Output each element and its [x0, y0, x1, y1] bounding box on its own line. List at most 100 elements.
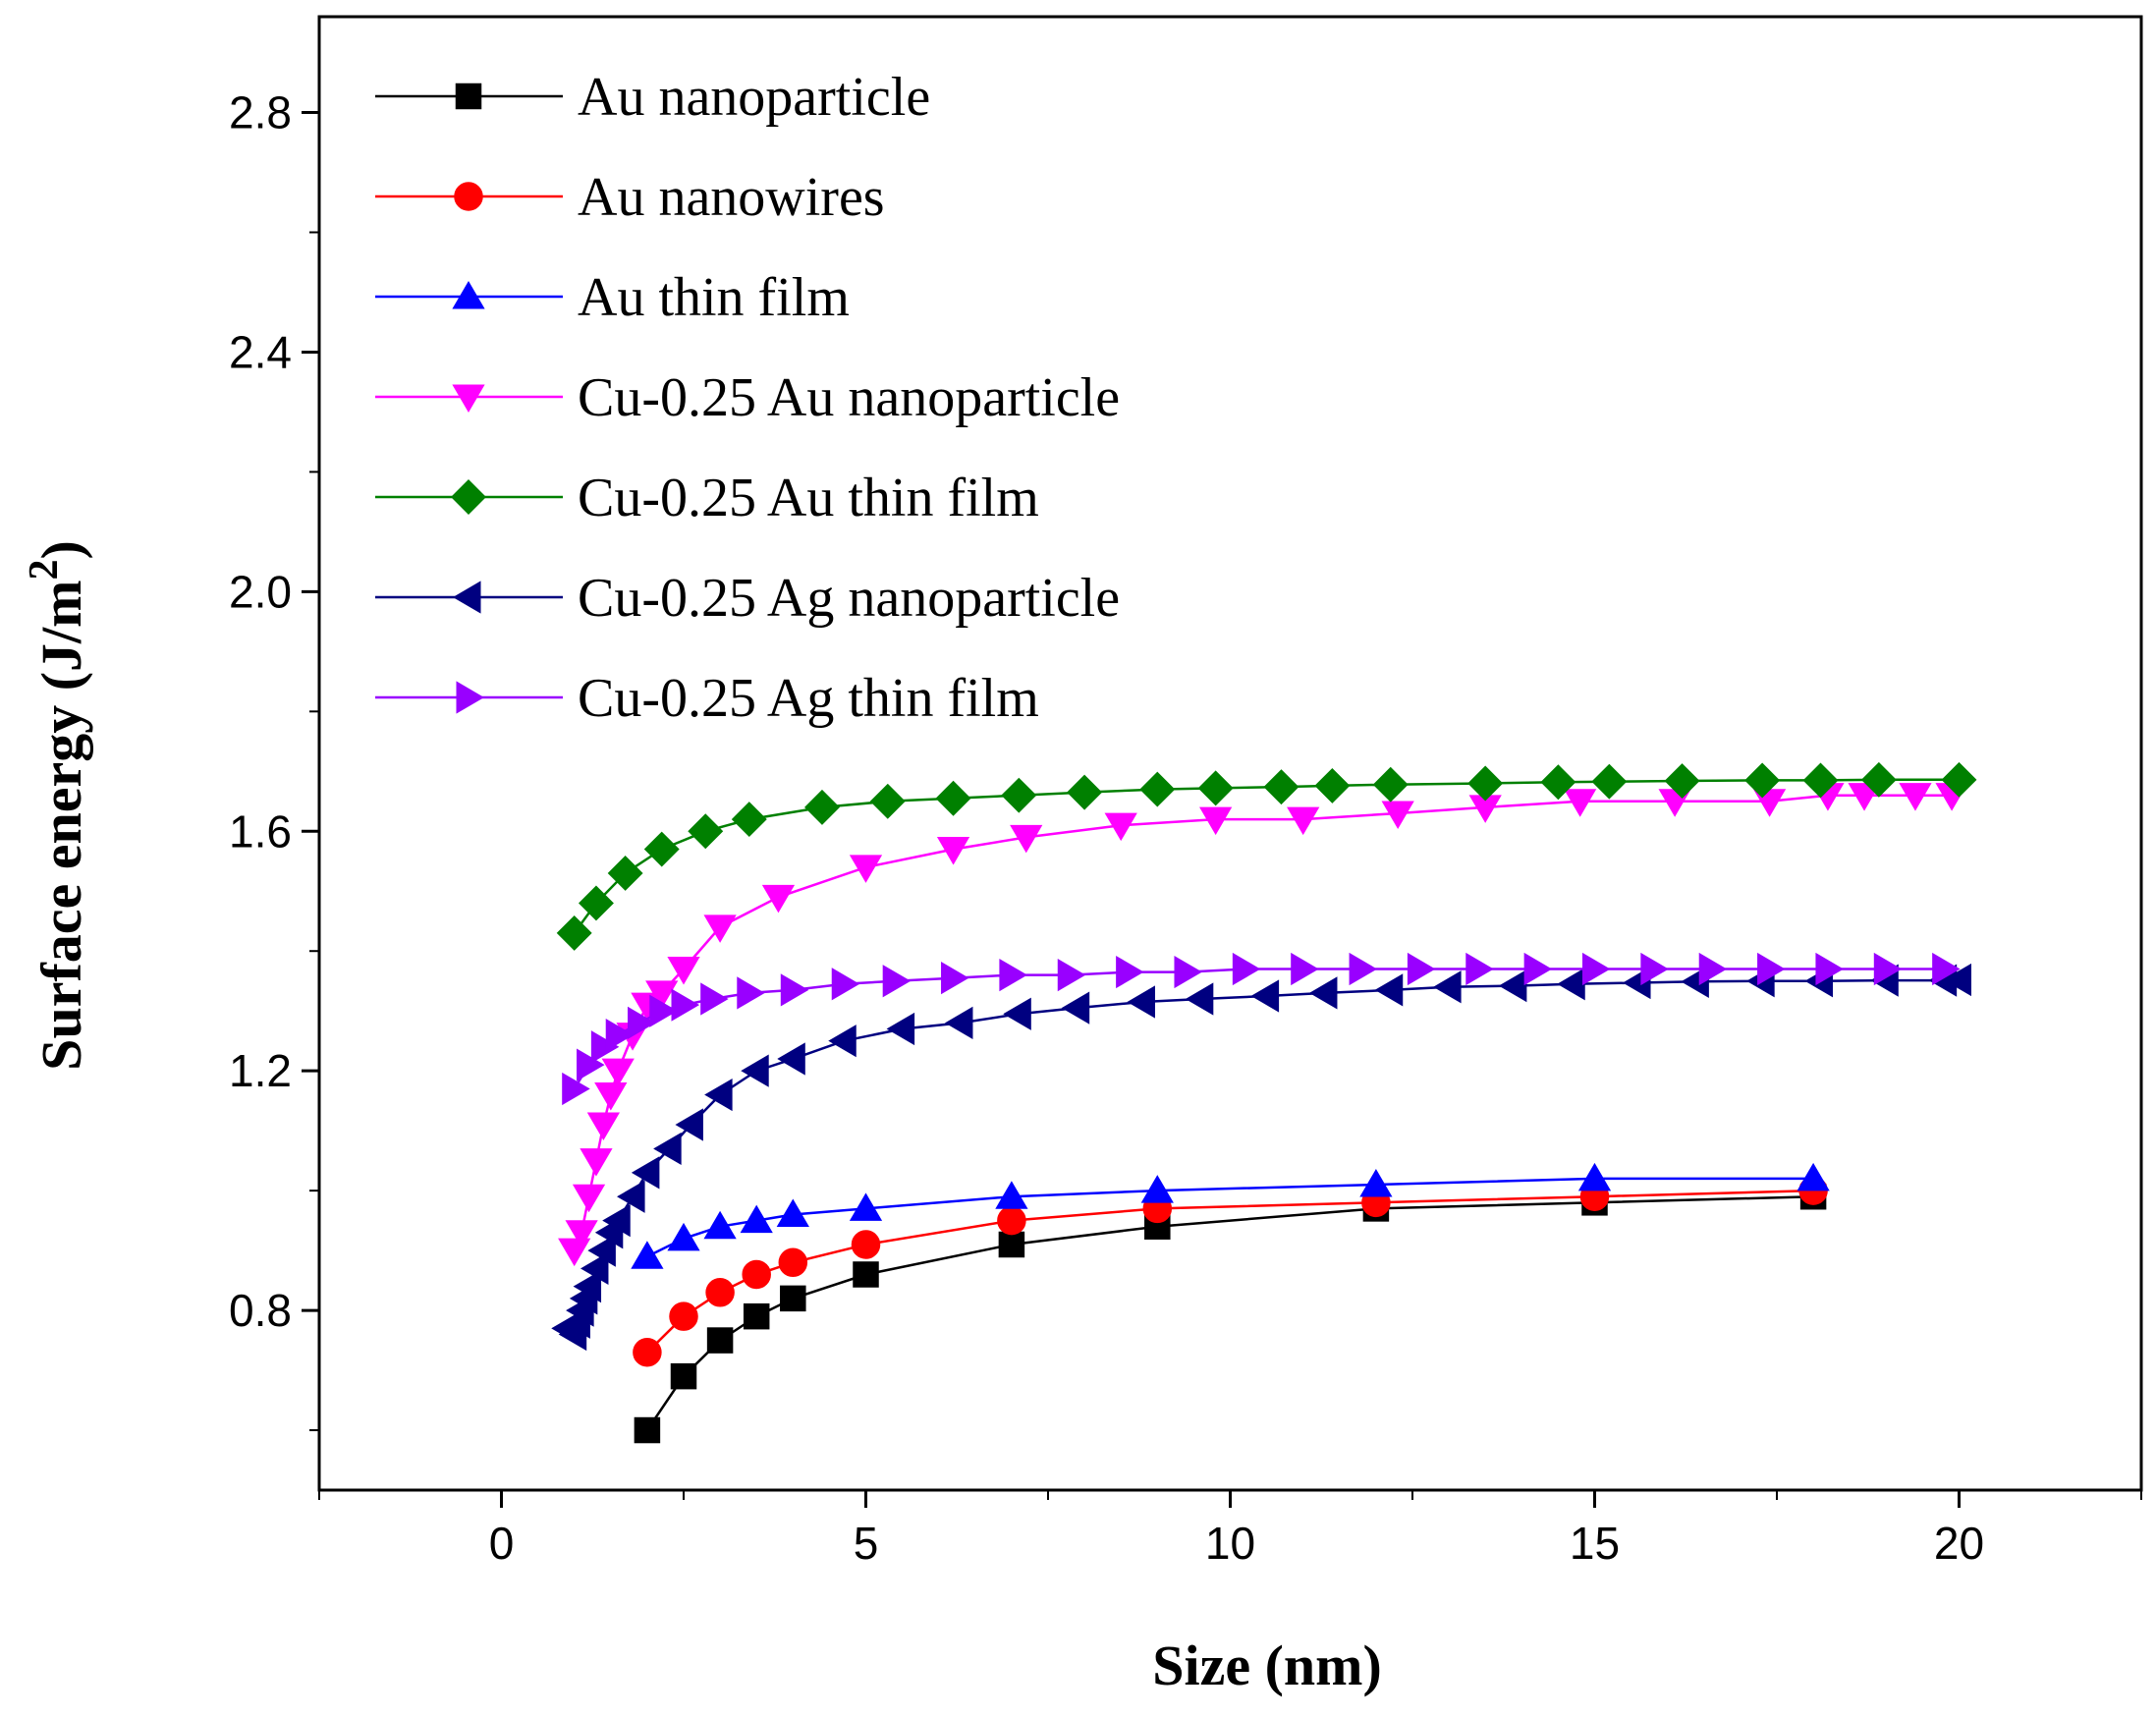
- data-point: [935, 780, 971, 816]
- data-point: [1540, 764, 1576, 801]
- data-point: [1433, 970, 1462, 1004]
- data-point: [1640, 952, 1669, 986]
- data-point: [556, 914, 592, 951]
- x-axis-ticks: 0 5 10 15 20: [318, 1490, 2142, 1569]
- data-point: [631, 1241, 664, 1269]
- data-point: [1308, 976, 1338, 1010]
- series-cu-0-25-au-thin-film: [556, 761, 1977, 951]
- legend-item: Au nanowires: [375, 167, 885, 228]
- data-point: [587, 1234, 616, 1267]
- data-point: [1127, 985, 1155, 1019]
- data-point: [703, 1210, 737, 1240]
- legend-label: Au nanowires: [578, 167, 885, 228]
- x-tick-label: 20: [1934, 1518, 1984, 1569]
- legend-item: Cu-0.25 Au thin film: [375, 468, 1039, 528]
- data-point: [1381, 801, 1414, 829]
- data-point: [1263, 769, 1299, 805]
- data-point: [776, 1198, 809, 1228]
- data-point: [1577, 1162, 1612, 1191]
- y-axis-title-main: Surface energy (J/m: [29, 581, 93, 1071]
- legend-item: Au thin film: [375, 267, 850, 328]
- data-point: [645, 980, 679, 1009]
- series-layer: [551, 761, 1977, 1444]
- data-point: [704, 1078, 733, 1112]
- data-point: [1815, 952, 1844, 986]
- data-point: [1291, 952, 1319, 986]
- y-tick-label: 1.2: [229, 1045, 292, 1096]
- data-point: [1941, 761, 1977, 798]
- data-point: [1591, 763, 1628, 800]
- data-point: [778, 1247, 808, 1278]
- data-point: [627, 1006, 656, 1040]
- data-point: [607, 855, 643, 891]
- data-point: [1802, 762, 1839, 799]
- data-point: [562, 1072, 590, 1106]
- data-point: [1061, 991, 1090, 1025]
- legend-label: Cu-0.25 Au nanoparticle: [578, 367, 1120, 428]
- data-point: [1197, 770, 1234, 806]
- data-point: [1010, 824, 1043, 854]
- data-point: [579, 885, 614, 921]
- data-point: [780, 1285, 806, 1312]
- data-point: [667, 957, 700, 985]
- data-point: [572, 1184, 606, 1213]
- data-point: [1174, 955, 1202, 989]
- data-point: [580, 1251, 609, 1286]
- legend-label: Cu-0.25 Ag nanoparticle: [578, 568, 1120, 629]
- y-axis-title: Surface energy (J/m2): [22, 540, 93, 1071]
- data-point: [1374, 973, 1404, 1007]
- legend-label: Au thin film: [578, 267, 850, 328]
- y-tick-label: 0.8: [229, 1285, 292, 1336]
- data-point: [602, 1203, 631, 1238]
- x-axis-title: Size (nm): [1152, 1634, 1382, 1697]
- data-point: [601, 1058, 635, 1087]
- data-point: [777, 1042, 805, 1076]
- data-point: [831, 968, 860, 1001]
- y-axis-title-close: ): [29, 540, 93, 559]
- legend-label: Cu-0.25 Au thin film: [578, 468, 1039, 528]
- data-point: [705, 1278, 735, 1307]
- data-point: [1067, 774, 1103, 810]
- data-point: [1349, 952, 1378, 986]
- legend-label: Au nanoparticle: [578, 67, 930, 128]
- y-tick-label: 2.4: [229, 326, 292, 377]
- data-point: [634, 1416, 661, 1444]
- data-point: [1003, 997, 1031, 1030]
- data-point: [851, 1230, 881, 1259]
- data-point: [780, 973, 809, 1007]
- data-point: [997, 1205, 1026, 1236]
- data-point: [1287, 806, 1320, 836]
- data-point: [743, 1302, 770, 1330]
- data-point: [703, 914, 737, 943]
- data-point: [1185, 982, 1214, 1016]
- legend-item: Au nanoparticle: [375, 67, 930, 128]
- data-point: [853, 1261, 879, 1288]
- data-point: [1899, 783, 1932, 811]
- data-point: [999, 958, 1027, 992]
- data-point: [1359, 1169, 1393, 1197]
- data-point: [669, 1302, 698, 1331]
- data-point: [804, 789, 840, 825]
- legend-label: Cu-0.25 Ag thin film: [578, 668, 1039, 729]
- data-point: [740, 1204, 773, 1234]
- data-point: [828, 1025, 857, 1058]
- data-point: [670, 1362, 697, 1390]
- data-point: [1564, 789, 1597, 817]
- data-point: [944, 1006, 973, 1040]
- data-point: [1757, 952, 1786, 986]
- data-point: [849, 855, 883, 883]
- data-point: [675, 1108, 703, 1141]
- y-axis-ticks: 0.8 1.2 1.6 2.0 2.4 2.8: [229, 87, 319, 1432]
- data-point: [1797, 1162, 1830, 1191]
- data-point: [869, 783, 906, 819]
- data-point: [741, 1054, 769, 1087]
- data-point: [617, 1180, 645, 1213]
- series-cu-0-25-ag-thin-film: [562, 952, 1961, 1106]
- x-tick-label: 5: [854, 1518, 879, 1569]
- data-point: [1664, 763, 1700, 800]
- data-point: [742, 1259, 771, 1290]
- legend-marker: [451, 479, 486, 515]
- data-point: [1001, 777, 1037, 813]
- x-tick-label: 0: [489, 1518, 515, 1569]
- legend-marker: [454, 182, 483, 211]
